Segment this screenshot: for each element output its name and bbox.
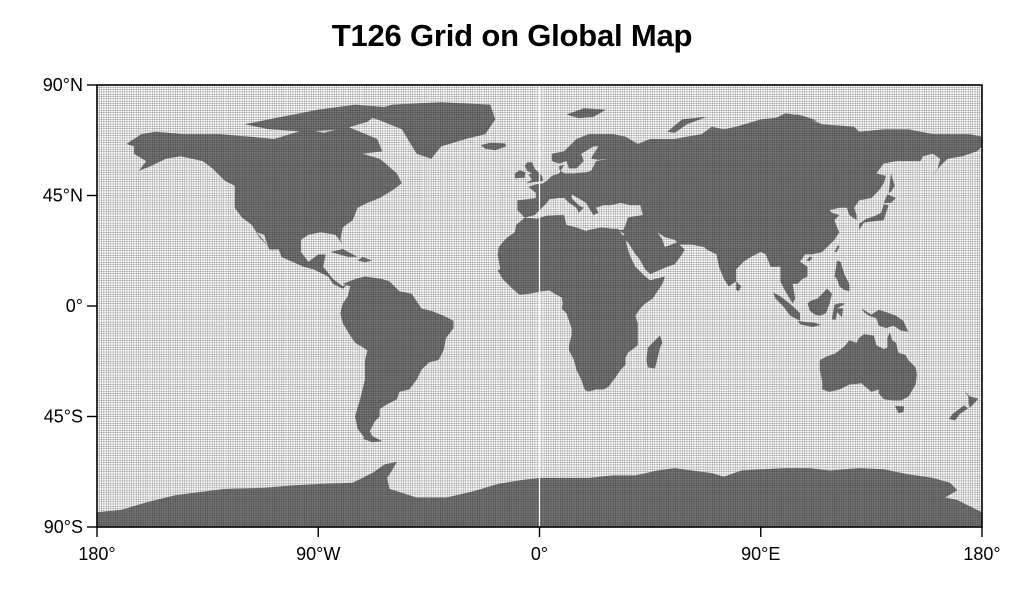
landmass-sri-lanka	[736, 281, 742, 292]
landmass-hispaniola	[357, 256, 373, 263]
landmass-greenland	[360, 102, 496, 159]
lat-tick-label: 0°	[66, 296, 83, 316]
landmass-australia	[819, 332, 917, 401]
lon-tick-label: 180°	[78, 544, 115, 564]
landmass-nz-north	[964, 390, 979, 408]
lat-tick-label: 90°N	[43, 75, 83, 95]
lat-tick-label: 45°S	[44, 407, 83, 427]
landmass-tierra-del-fuego	[362, 434, 383, 443]
landmass-sakhalin	[888, 173, 895, 193]
landmass-eurasia	[517, 114, 982, 304]
landmass-sulawesi	[832, 303, 846, 320]
map-title: T126 Grid on Global Map	[331, 18, 693, 53]
lon-tick-label: 0°	[531, 544, 548, 564]
landmass-north-america	[126, 129, 402, 289]
lat-tick-label: 90°S	[44, 517, 83, 537]
lon-tick-label: 180°	[963, 544, 1000, 564]
map-frame	[96, 84, 983, 528]
landmass-great-britain	[524, 162, 544, 184]
lat-tick-label: 45°N	[43, 186, 83, 206]
landmass-ireland	[514, 170, 526, 179]
lon-tick-label: 90°W	[296, 544, 340, 564]
landmass-sumatra	[773, 292, 801, 321]
lon-tick-label: 90°E	[741, 544, 780, 564]
axis-ticks: 90°N 45°N 0° 45°S 90°S 180° 90°W 0° 90°E 180°	[43, 75, 1001, 564]
t126-grid-lines	[97, 85, 982, 527]
landmass-arabia-link	[620, 215, 658, 265]
